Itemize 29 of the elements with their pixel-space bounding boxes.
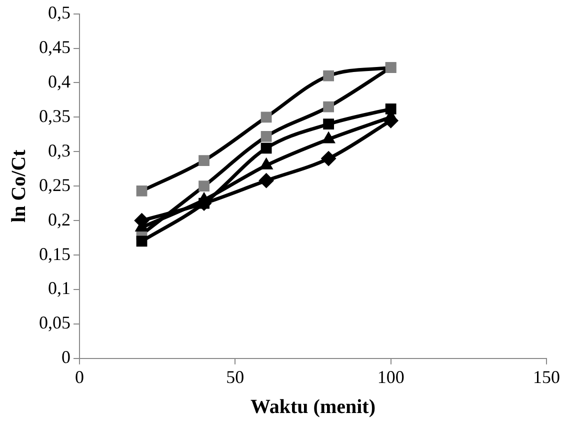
x-tick-label: 50 [226, 366, 244, 387]
y-tick-label: 0,45 [39, 36, 70, 57]
y-tick-label: 0,5 [48, 2, 70, 23]
y-tick-label: 0,4 [48, 71, 70, 92]
point [198, 155, 210, 166]
y-tick-label: 0,25 [39, 174, 70, 195]
x-axis-title: Waktu (menit) [250, 396, 376, 418]
y-tick-label: 0,35 [39, 106, 70, 126]
point [136, 236, 148, 247]
y-tick-label: 0 [62, 347, 70, 368]
x-tick-label: 0 [75, 366, 84, 387]
point [321, 151, 336, 166]
y-tick-label: 0,1 [48, 278, 70, 298]
point [323, 70, 334, 82]
point [260, 142, 272, 154]
point [136, 185, 148, 196]
x-tick-label: 150 [533, 366, 560, 387]
y-tick-label: 0,3 [48, 140, 70, 160]
point [323, 118, 334, 130]
point [323, 101, 334, 112]
point [198, 180, 210, 192]
point [260, 131, 272, 142]
y-tick-label: 0,15 [39, 244, 70, 264]
x-tick-label: 100 [377, 366, 404, 387]
point [258, 173, 274, 188]
y-axis-title: ln Co/Ct [8, 149, 30, 222]
y-tick-label: 0,2 [48, 209, 70, 230]
y-tick-label: 0,05 [39, 312, 70, 333]
point [260, 112, 272, 123]
